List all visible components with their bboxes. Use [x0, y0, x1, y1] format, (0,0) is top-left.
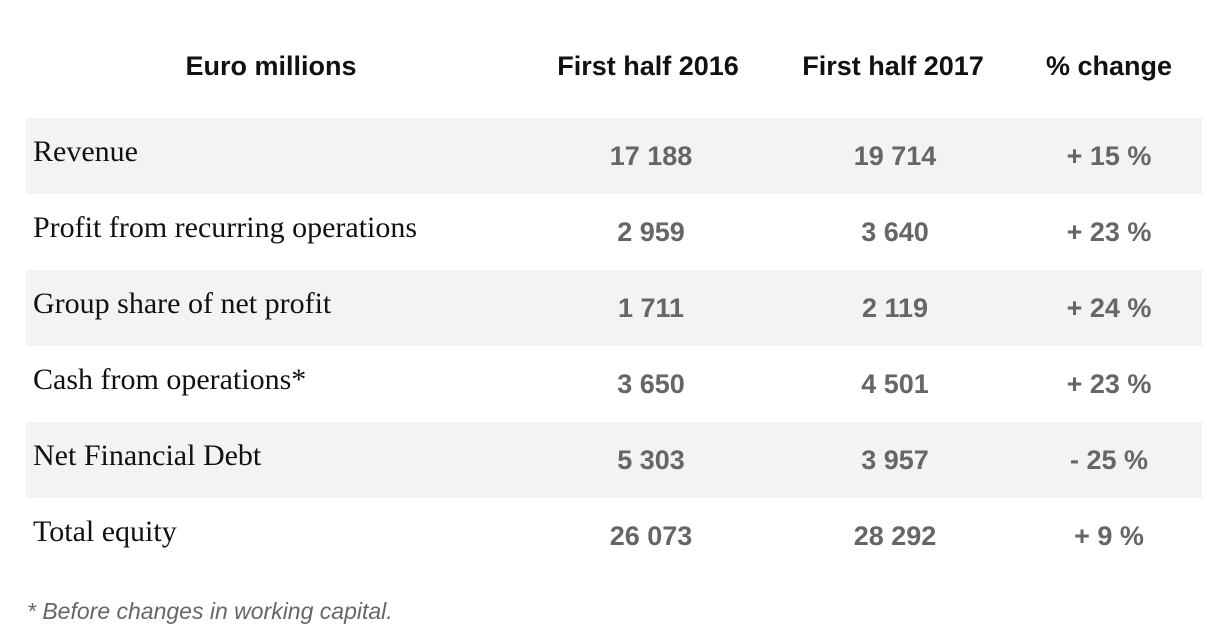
row-label: Total equity: [33, 515, 177, 548]
header-first-half-2017: First half 2017: [802, 51, 984, 81]
value-first-half-2016: 26 073: [609, 521, 693, 551]
value-percent-change: - 25 %: [1069, 445, 1149, 475]
table-row: Cash from operations* 3 650 4 501 + 23 %: [26, 346, 1202, 422]
row-label: Profit from recurring operations: [33, 211, 418, 244]
row-label: Revenue: [33, 135, 138, 168]
table-row: Revenue 17 188 19 714 + 15 %: [26, 118, 1202, 194]
header-first-half-2016: First half 2016: [557, 51, 739, 81]
value-percent-change: + 9 %: [1074, 521, 1144, 551]
row-label: Group share of net profit: [33, 287, 332, 320]
table-row: Total equity 26 073 28 292 + 9 %: [26, 498, 1202, 574]
value-first-half-2016: 1 711: [617, 293, 685, 323]
value-first-half-2017: 3 957: [861, 445, 929, 475]
value-first-half-2017: 2 119: [861, 293, 929, 323]
header-euro-millions: Euro millions: [185, 51, 357, 81]
value-first-half-2017: 4 501: [861, 369, 929, 399]
value-first-half-2017: 19 714: [853, 141, 937, 171]
value-first-half-2017: 3 640: [861, 217, 929, 247]
value-percent-change: + 15 %: [1066, 141, 1152, 171]
value-first-half-2016: 2 959: [617, 217, 685, 247]
table-row: Net Financial Debt 5 303 3 957 - 25 %: [26, 422, 1202, 498]
value-percent-change: + 24 %: [1066, 293, 1152, 323]
table-row: Group share of net profit 1 711 2 119 + …: [26, 270, 1202, 346]
financial-table: Revenue 17 188 19 714 + 15 % Profit from…: [26, 118, 1202, 574]
header-percent-change: % change: [1045, 51, 1173, 81]
value-first-half-2016: 17 188: [609, 141, 693, 171]
table-row: Profit from recurring operations 2 959 3…: [26, 194, 1202, 270]
row-label: Cash from operations*: [33, 363, 307, 396]
footnote: * Before changes in working capital.: [27, 598, 393, 624]
value-first-half-2017: 28 292: [853, 521, 937, 551]
value-first-half-2016: 5 303: [617, 445, 685, 475]
value-first-half-2016: 3 650: [617, 369, 685, 399]
row-label: Net Financial Debt: [33, 439, 262, 472]
value-percent-change: + 23 %: [1066, 369, 1152, 399]
table-header: Euro millions First half 2016 First half…: [26, 44, 1202, 88]
value-percent-change: + 23 %: [1066, 217, 1152, 247]
